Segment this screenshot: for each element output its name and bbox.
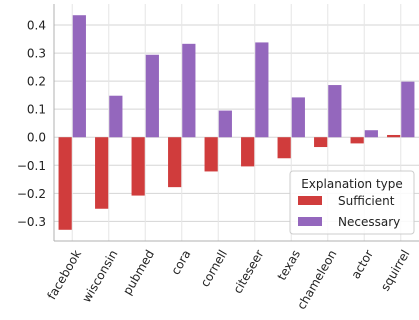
y-tick-label: 0.3 <box>27 47 46 61</box>
bar-sufficient-facebook <box>58 137 72 230</box>
legend-label-sufficient: Sufficient <box>338 194 395 208</box>
x-tick-label: texas <box>275 248 303 283</box>
legend-label-necessary: Necessary <box>338 215 400 229</box>
bar-necessary-cornell <box>218 110 232 138</box>
bar-sufficient-pubmed <box>131 137 145 196</box>
y-tick-label: 0.0 <box>27 131 46 145</box>
bar-sufficient-texas <box>277 137 291 159</box>
bar-necessary-pubmed <box>145 54 159 138</box>
x-tick-label: facebook <box>45 247 85 302</box>
bar-sufficient-cora <box>168 137 182 188</box>
y-tick-label: 0.1 <box>27 103 46 117</box>
y-tick-label: −0.2 <box>17 187 46 201</box>
bar-sufficient-chameleon <box>314 137 328 148</box>
y-tick-label: −0.3 <box>17 215 46 229</box>
bar-necessary-citeseer <box>255 42 269 138</box>
x-tick-label: pubmed <box>120 248 157 298</box>
bar-necessary-chameleon <box>328 85 342 138</box>
y-tick-labels: −0.3 −0.2 −0.1 0.0 0.1 0.2 0.3 0.4 <box>17 19 46 229</box>
x-tick-label: cora <box>168 248 193 278</box>
bar-sufficient-actor <box>350 137 364 144</box>
y-tick-label: 0.4 <box>27 19 46 33</box>
bar-necessary-cora <box>182 43 196 138</box>
y-tick-label: −0.1 <box>17 159 46 173</box>
bar-necessary-facebook <box>72 15 86 138</box>
bar-necessary-wisconsin <box>109 95 123 138</box>
x-tick-label: actor <box>348 247 376 281</box>
bar-necessary-squirrel <box>401 81 415 138</box>
bar-sufficient-citeseer <box>241 137 255 167</box>
x-tick-label: wisconsin <box>79 248 120 305</box>
bars <box>58 15 415 230</box>
legend-title: Explanation type <box>301 177 403 191</box>
gridlines <box>54 4 419 241</box>
legend-swatch-sufficient <box>298 196 322 205</box>
bar-sufficient-squirrel <box>387 134 401 138</box>
legend-swatch-necessary <box>298 217 322 226</box>
x-tick-label: squirrel <box>378 248 413 294</box>
bar-necessary-actor <box>364 130 378 138</box>
bar-sufficient-wisconsin <box>95 137 109 209</box>
bar-necessary-texas <box>291 97 305 138</box>
x-tick-label: cornell <box>198 248 230 290</box>
axes-frame <box>53 4 419 242</box>
bar-sufficient-cornell <box>204 137 218 172</box>
x-tick-label: citeseer <box>230 247 266 296</box>
y-tick-label: 0.2 <box>27 75 46 89</box>
legend: Explanation type Sufficient Necessary <box>289 170 415 235</box>
